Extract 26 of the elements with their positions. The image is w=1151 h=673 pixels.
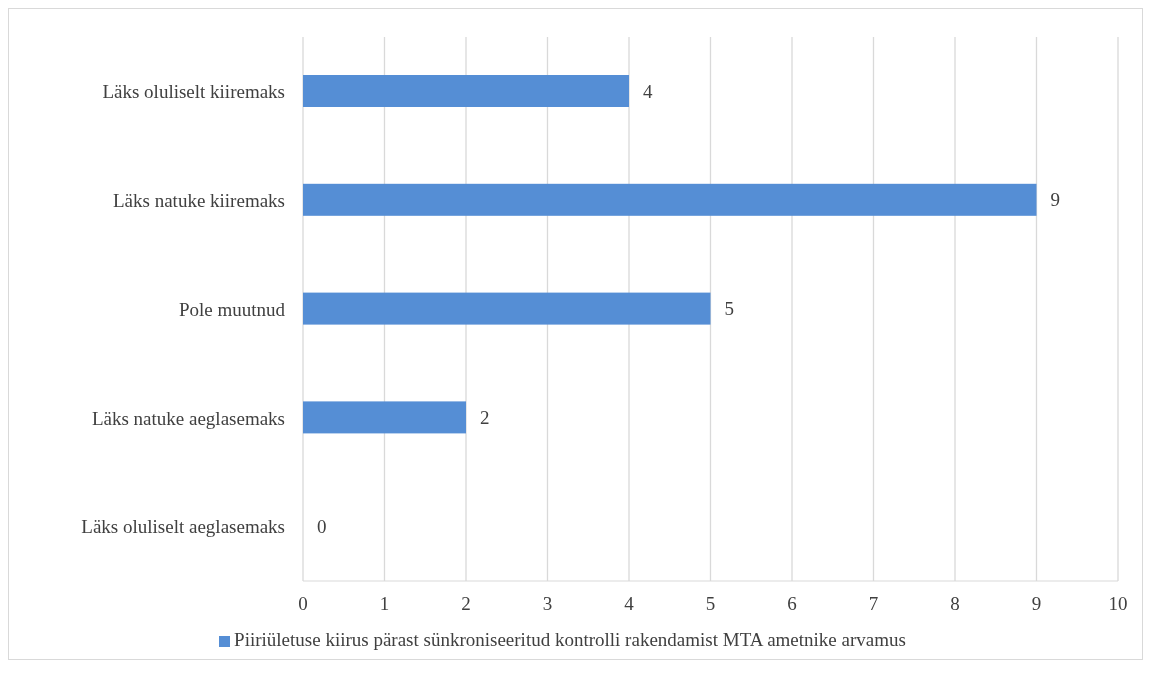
legend-label: Piiriületuse kiirus pärast sünkroniseeritud kontrolli rakendamist MTA ametnike arvamus xyxy=(234,629,906,650)
x-tick-label: 2 xyxy=(461,593,471,615)
x-tick-label: 5 xyxy=(705,593,716,615)
bar xyxy=(303,401,466,434)
x-tick-label: 7 xyxy=(868,593,879,615)
x-tick-label: 6 xyxy=(787,593,797,615)
y-tick-label: Pole muutnud xyxy=(178,298,286,320)
bar xyxy=(303,75,629,107)
y-tick-label: Läks natuke kiiremaks xyxy=(112,189,285,211)
y-tick-label: Läks oluliselt kiiremaks xyxy=(102,81,285,103)
y-tick-label: Läks natuke aeglasemaks xyxy=(91,407,285,429)
x-tick-label: 0 xyxy=(298,593,308,615)
x-tick-label: 4 xyxy=(624,593,635,615)
data-label: 9 xyxy=(1050,189,1060,211)
x-tick-label: 3 xyxy=(542,593,553,615)
data-label: 2 xyxy=(480,406,490,428)
data-label: 0 xyxy=(317,515,327,537)
data-label: 4 xyxy=(643,80,653,102)
x-tick-label: 9 xyxy=(1031,593,1042,615)
x-tick-label: 1 xyxy=(379,593,390,615)
bar xyxy=(303,183,1037,216)
x-tick-label: 10 xyxy=(1108,593,1128,615)
data-label: 5 xyxy=(724,298,734,320)
y-tick-label: Läks oluliselt aeglasemaks xyxy=(81,516,285,538)
bar xyxy=(303,292,711,325)
x-tick-label: 8 xyxy=(950,593,960,615)
